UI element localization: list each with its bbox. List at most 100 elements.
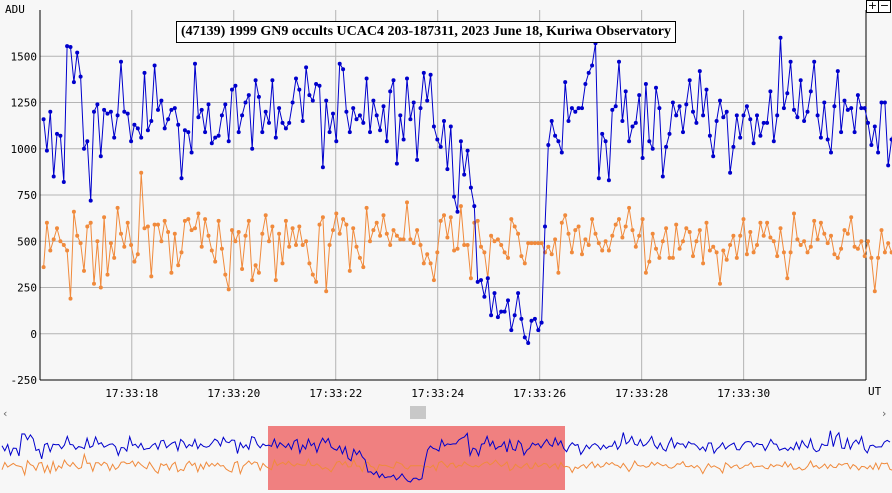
data-point-blue: [556, 139, 561, 144]
y-tick-label: -250: [11, 374, 38, 387]
data-point-blue: [667, 131, 672, 136]
data-point-orange: [869, 255, 874, 260]
horizontal-scrollbar[interactable]: ‹ ›: [0, 405, 892, 420]
data-point-orange: [442, 213, 446, 218]
data-point-orange: [687, 230, 692, 234]
data-point-blue: [246, 93, 251, 98]
data-point-blue: [428, 72, 433, 77]
grid-lines: [40, 10, 866, 381]
data-point-orange: [277, 231, 282, 236]
data-point-orange: [122, 244, 127, 249]
data-point-blue: [660, 174, 665, 179]
data-point-orange: [347, 268, 352, 273]
data-point-blue: [516, 291, 521, 296]
data-point-orange: [765, 220, 770, 225]
overview-selected-window[interactable]: [268, 426, 565, 490]
data-point-orange: [522, 261, 527, 266]
data-point-blue: [798, 78, 803, 83]
data-point-orange: [68, 296, 73, 301]
data-point-orange: [839, 246, 844, 251]
data-point-orange: [539, 241, 544, 246]
data-point-blue: [240, 113, 245, 118]
data-point-orange: [51, 237, 56, 242]
data-point-blue: [771, 139, 776, 144]
data-point-orange: [718, 281, 722, 286]
data-point-orange: [532, 241, 537, 246]
data-point-orange: [468, 276, 473, 281]
data-point-blue: [697, 69, 702, 74]
data-point-blue: [442, 119, 446, 123]
data-point-orange: [246, 218, 251, 223]
data-point-blue: [785, 91, 790, 96]
data-point-blue: [152, 63, 157, 68]
data-point-blue: [82, 146, 86, 151]
data-point-orange: [280, 261, 285, 266]
data-point-blue: [206, 102, 211, 107]
data-point-blue: [529, 318, 534, 323]
data-point-blue: [472, 204, 477, 209]
data-point-blue: [879, 100, 884, 105]
data-point-blue: [166, 117, 171, 122]
data-point-blue: [354, 117, 359, 122]
data-point-blue: [300, 119, 305, 123]
data-point-orange: [166, 230, 171, 234]
data-point-blue: [566, 119, 571, 123]
scroll-left-icon[interactable]: ‹: [3, 407, 8, 420]
plot-area[interactable]: -250 0 250 500 750 1000 1250 1500 17:33:18 17:33:…: [0, 0, 892, 405]
data-point-orange: [287, 244, 292, 249]
data-point-blue: [452, 194, 457, 199]
data-point-blue: [169, 107, 174, 112]
data-point-orange: [310, 272, 315, 277]
data-point-orange: [401, 237, 406, 242]
data-point-orange: [741, 217, 746, 222]
data-point-orange: [805, 250, 810, 255]
data-point-orange: [617, 217, 621, 222]
data-point-orange: [149, 274, 154, 279]
data-point-blue: [364, 76, 369, 81]
data-point-blue: [58, 133, 63, 138]
data-point-orange: [721, 248, 726, 253]
data-point-orange: [593, 231, 598, 236]
data-point-orange: [711, 244, 716, 249]
data-point-orange: [368, 239, 372, 244]
data-point-orange: [788, 250, 793, 255]
data-point-orange: [102, 215, 107, 220]
data-point-orange: [105, 272, 110, 277]
data-point-blue: [391, 78, 396, 83]
data-point-orange: [428, 261, 433, 266]
data-point-orange: [364, 205, 369, 210]
scrollbar-thumb[interactable]: [410, 406, 426, 419]
data-point-orange: [583, 237, 588, 242]
zoom-out-button[interactable]: −: [878, 0, 891, 13]
data-point-orange: [425, 252, 430, 257]
data-point-orange: [499, 243, 504, 247]
data-point-blue: [115, 113, 120, 118]
data-point-orange: [199, 244, 204, 249]
x-tick-label: 17:33:18: [105, 387, 158, 400]
scroll-right-icon[interactable]: ›: [882, 407, 887, 420]
data-point-blue: [381, 104, 386, 109]
data-point-orange: [731, 233, 736, 238]
data-point-blue: [845, 107, 850, 112]
chart-title: (47139) 1999 GN9 occults UCAC4 203-18731…: [176, 21, 676, 43]
data-point-orange: [78, 241, 83, 246]
data-point-orange: [374, 220, 379, 225]
data-point-blue: [388, 89, 393, 94]
data-point-orange: [792, 211, 796, 216]
data-point-blue: [512, 313, 517, 318]
data-point-blue: [573, 109, 578, 114]
data-point-blue: [351, 106, 356, 111]
data-point-blue: [825, 137, 830, 142]
overview-navigator[interactable]: [0, 420, 892, 493]
data-point-orange: [135, 252, 140, 257]
data-point-orange: [886, 241, 891, 246]
data-point-blue: [795, 115, 800, 120]
data-point-orange: [44, 220, 49, 225]
data-point-orange: [115, 205, 120, 210]
data-point-orange: [233, 239, 238, 244]
data-point-blue: [627, 139, 632, 144]
x-tick-label: 17:33:24: [411, 387, 464, 400]
data-point-orange: [139, 170, 144, 175]
data-point-blue: [812, 59, 817, 64]
data-point-blue: [835, 69, 840, 74]
